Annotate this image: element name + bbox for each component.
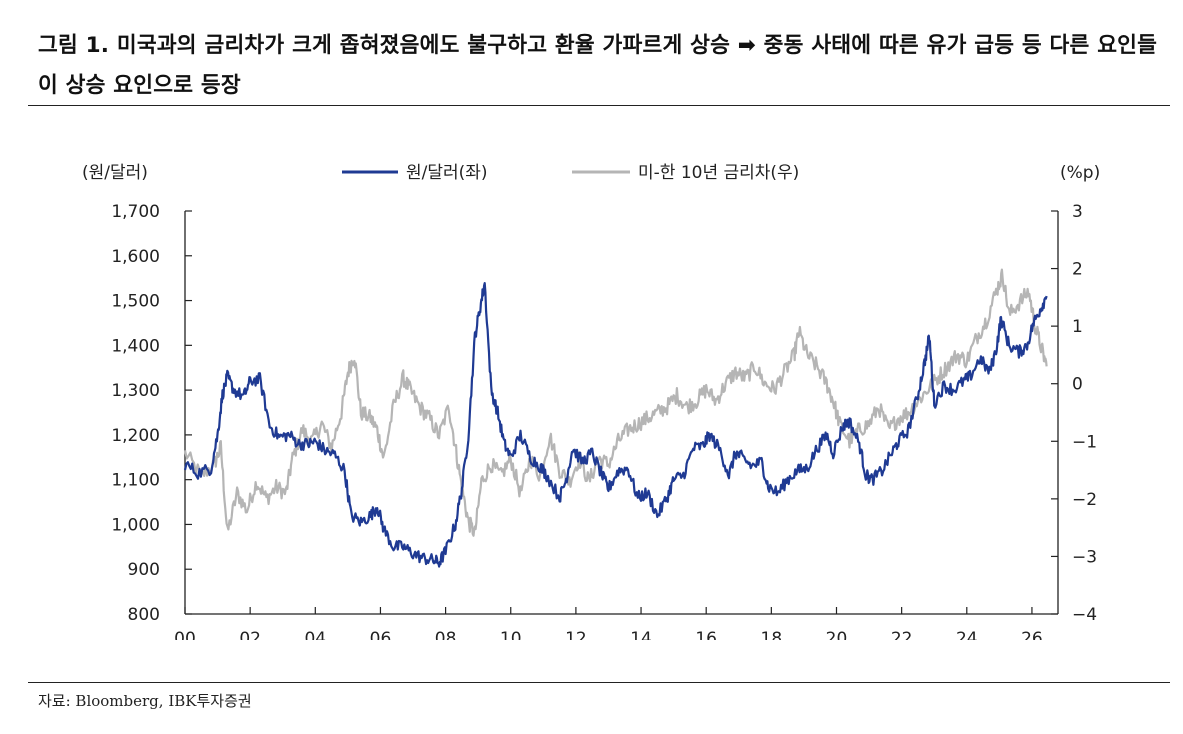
x-tick-label: 14	[630, 629, 652, 640]
footer-divider	[28, 682, 1170, 683]
x-tick-label: 00	[174, 629, 196, 640]
x-tick-label: 08	[435, 629, 457, 640]
x-tick-label: 24	[956, 629, 978, 640]
right-tick-label: 0	[1072, 375, 1083, 395]
right-tick-label: −4	[1072, 605, 1097, 625]
left-tick-label: 1,000	[111, 515, 160, 535]
left-tick-label: 1,200	[111, 426, 160, 446]
x-tick-label: 18	[761, 629, 783, 640]
right-tick-label: −1	[1072, 432, 1097, 452]
left-axis-ticks: 800 900 1,000 1,100 1,200 1,300 1,400 1,500 1,60…	[111, 202, 192, 625]
left-tick-label: 1,300	[111, 381, 160, 401]
left-tick-label: 900	[128, 560, 160, 580]
legend-label-krw-usd: 원/달러(좌)	[406, 163, 488, 183]
left-tick-label: 1,700	[111, 202, 160, 222]
left-tick-label: 1,500	[111, 292, 160, 312]
x-tick-label: 26	[1021, 629, 1043, 640]
right-tick-label: −3	[1072, 547, 1097, 567]
x-tick-label: 02	[239, 629, 261, 640]
axes	[184, 211, 1059, 615]
x-axis-ticks: 00 02 04 06 08 10 12 14 16 18 20 22 24 26	[174, 607, 1043, 640]
series-line-us-korea-spread	[183, 268, 1048, 537]
source-note: 자료: Bloomberg, IBK투자증권	[38, 692, 252, 710]
x-tick-label: 10	[500, 629, 522, 640]
right-tick-label: 2	[1072, 260, 1083, 280]
x-tick-label: 12	[565, 629, 587, 640]
left-axis-unit: (원/달러)	[82, 163, 148, 183]
legend-label-us-korea-spread: 미-한 10년 금리차(우)	[638, 163, 799, 183]
right-axis-ticks: −4 −3 −2 −1 0 1 2 3	[1051, 202, 1097, 625]
right-axis-unit: (%p)	[1060, 163, 1100, 183]
left-tick-label: 1,100	[111, 471, 160, 491]
left-tick-label: 1,400	[111, 336, 160, 356]
title-divider	[28, 105, 1170, 106]
x-tick-label: 06	[370, 629, 392, 640]
x-tick-label: 22	[891, 629, 913, 640]
x-tick-label: 16	[695, 629, 717, 640]
series-line-krw-usd	[183, 282, 1048, 568]
right-tick-label: 1	[1072, 317, 1083, 337]
unit-labels: (원/달러) (%p)	[82, 163, 1100, 183]
figure-title: 그림 1. 미국과의 금리차가 크게 좁혀졌음에도 불구하고 환율 가파르게 상…	[38, 33, 1158, 98]
left-tick-label: 1,600	[111, 247, 160, 267]
series-lines	[183, 268, 1048, 568]
left-tick-label: 800	[128, 605, 160, 625]
legend: 원/달러(좌) 미-한 10년 금리차(우)	[342, 163, 799, 183]
right-tick-label: −2	[1072, 490, 1097, 510]
x-tick-label: 20	[826, 629, 848, 640]
right-tick-label: 3	[1072, 202, 1083, 222]
chart: (원/달러) (%p) 원/달러(좌) 미-한 10년 금리차(우) 800 900…	[82, 163, 1100, 640]
x-tick-label: 04	[304, 629, 326, 640]
